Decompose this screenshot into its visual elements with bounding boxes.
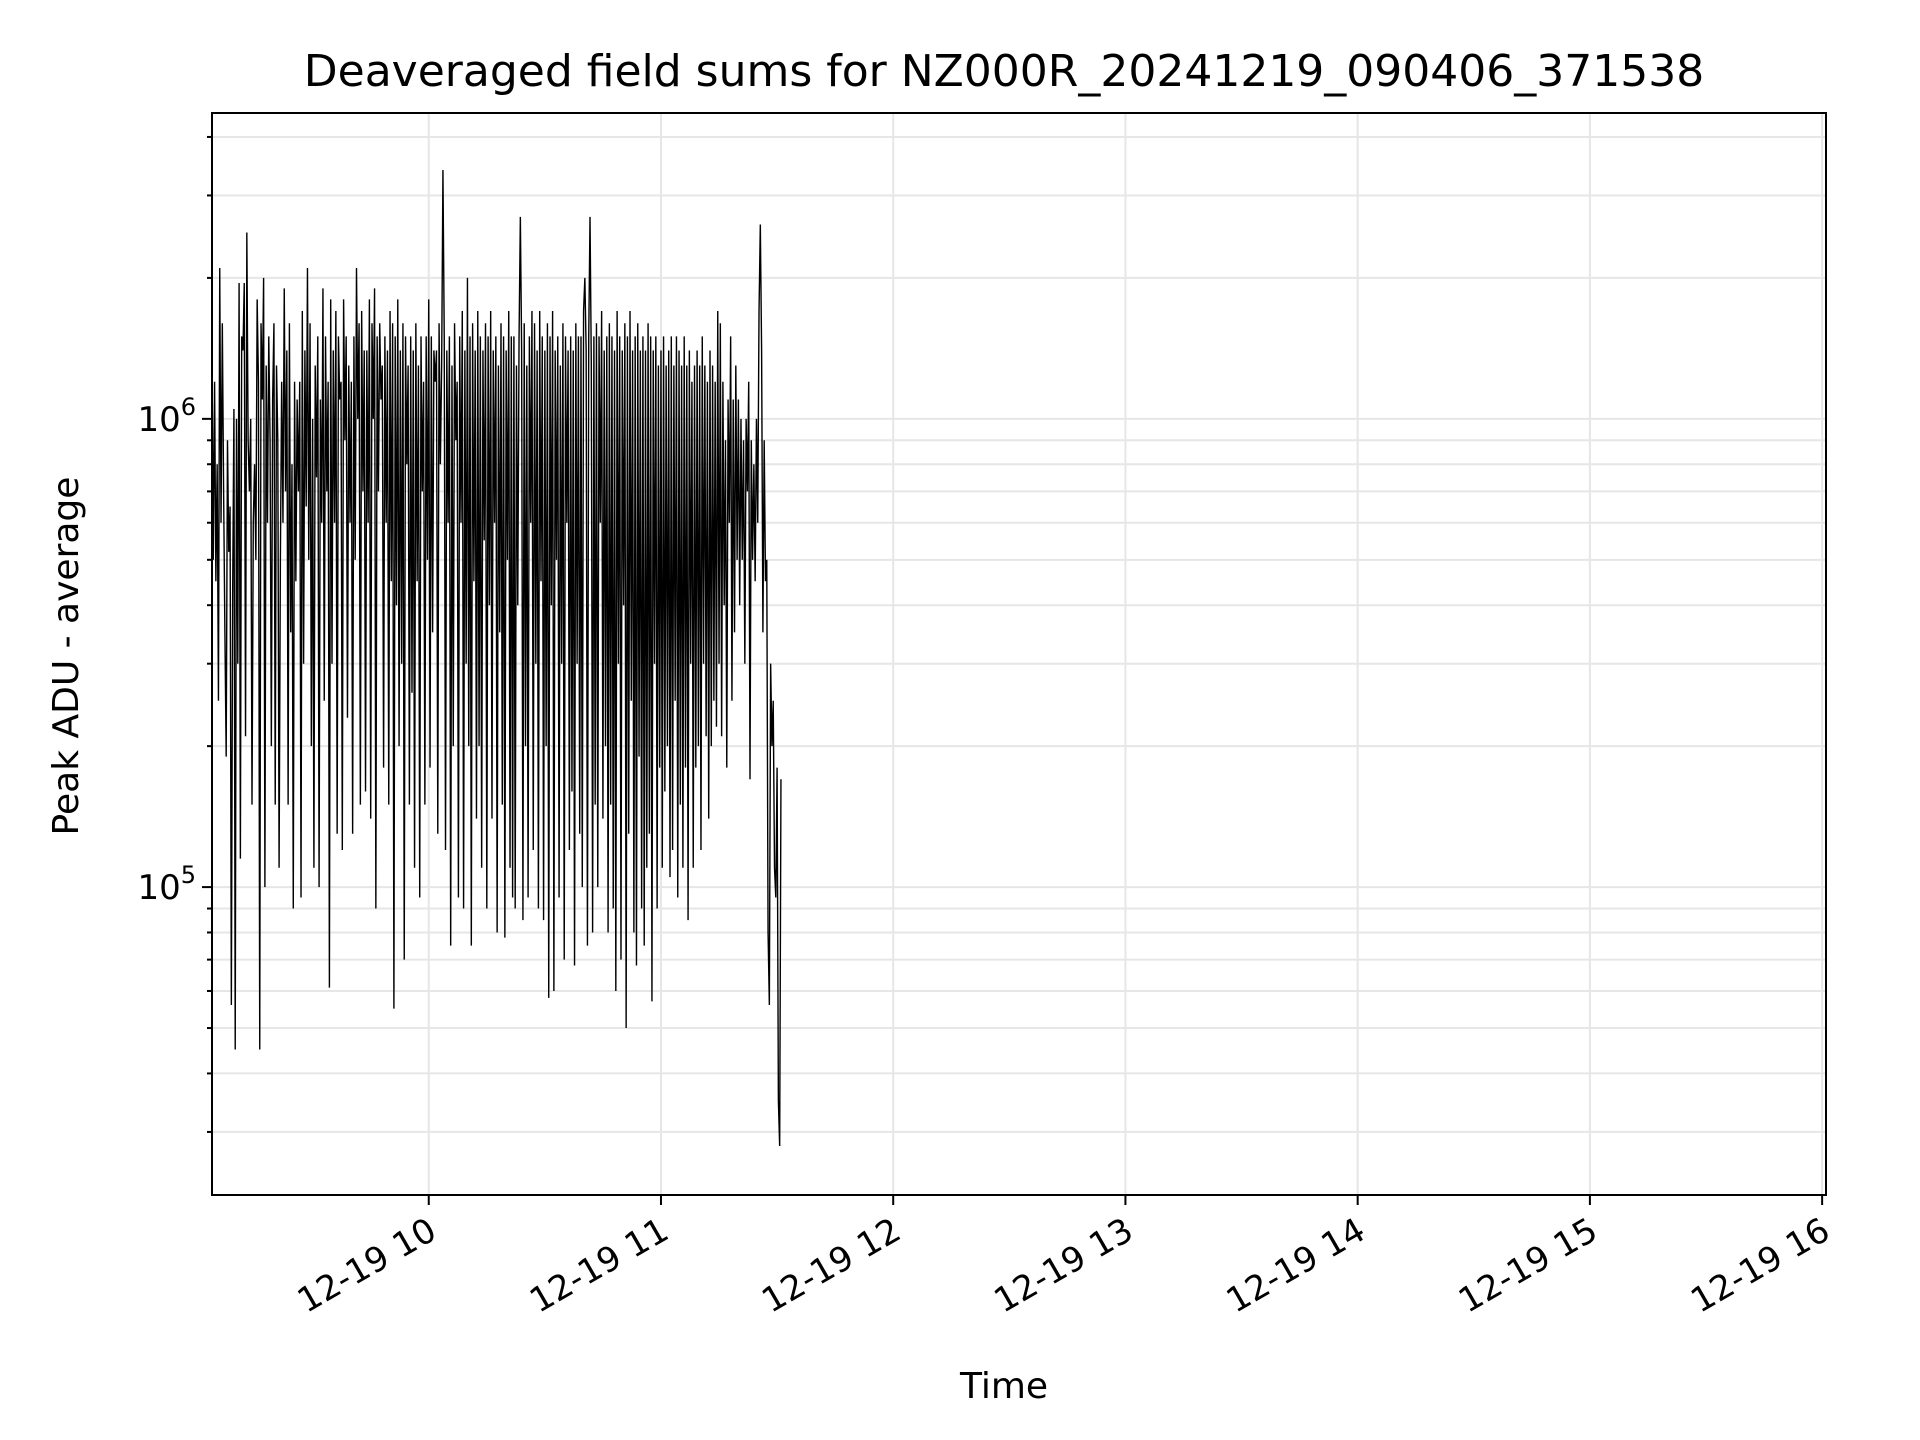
y-axis-label: Peak ADU - average [46,477,87,836]
y-tick-label: 106 [137,393,196,440]
series-layer [211,169,782,1146]
y-tick-label: 105 [137,861,196,908]
series-line [211,169,782,1146]
chart-title: Deaveraged field sums for NZ000R_2024121… [304,46,1704,97]
plot-frame [211,112,1827,1196]
x-axis-label: Time [959,1366,1048,1407]
